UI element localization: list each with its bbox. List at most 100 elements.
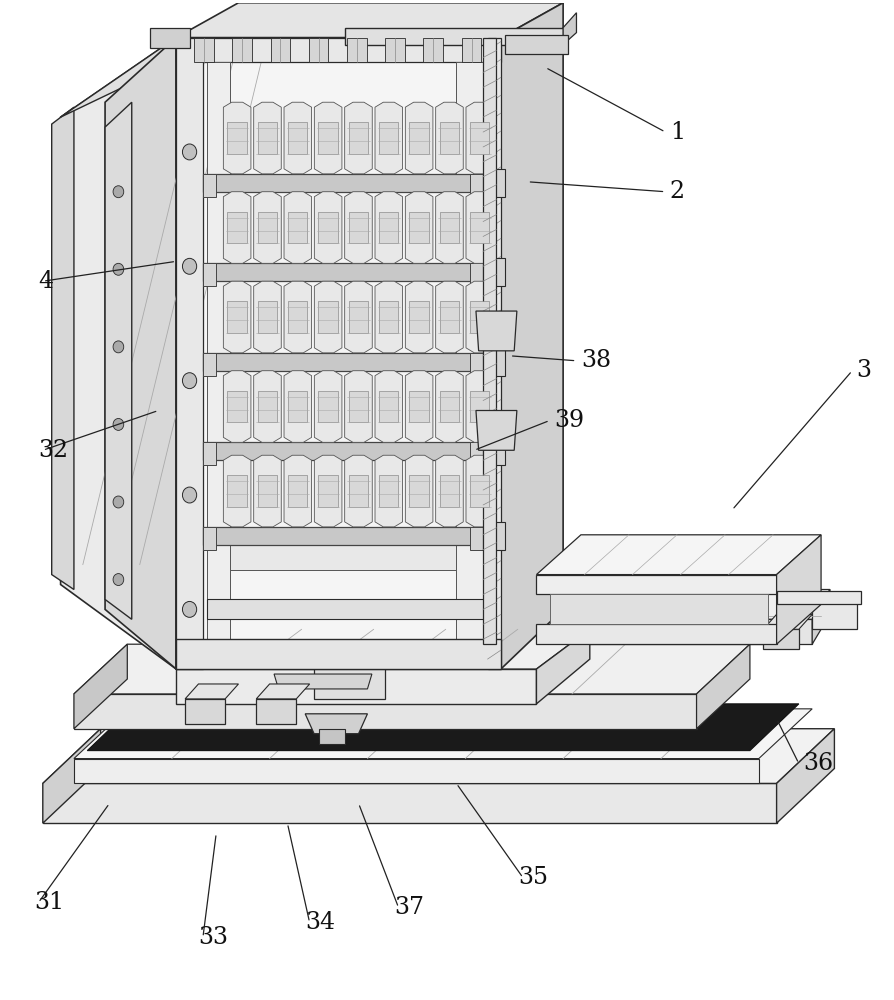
Polygon shape — [283, 192, 311, 263]
Polygon shape — [476, 410, 517, 450]
Text: 4: 4 — [38, 270, 54, 293]
Polygon shape — [227, 301, 247, 333]
Polygon shape — [409, 475, 428, 507]
Polygon shape — [469, 391, 489, 422]
Polygon shape — [270, 38, 290, 62]
Polygon shape — [176, 38, 501, 669]
Text: 39: 39 — [553, 409, 584, 432]
Polygon shape — [469, 174, 483, 197]
Polygon shape — [536, 629, 589, 704]
Polygon shape — [232, 38, 251, 62]
Polygon shape — [203, 353, 483, 371]
Polygon shape — [435, 371, 463, 442]
Polygon shape — [253, 455, 281, 527]
Polygon shape — [405, 102, 433, 174]
Polygon shape — [344, 192, 372, 263]
Polygon shape — [43, 729, 833, 783]
Polygon shape — [308, 38, 328, 62]
Polygon shape — [776, 591, 860, 604]
Polygon shape — [435, 281, 463, 353]
Polygon shape — [288, 391, 308, 422]
Text: 1: 1 — [669, 121, 684, 144]
Polygon shape — [375, 102, 402, 174]
Polygon shape — [344, 371, 372, 442]
Polygon shape — [469, 122, 489, 154]
Polygon shape — [314, 455, 342, 527]
Polygon shape — [43, 729, 100, 823]
Polygon shape — [88, 704, 798, 751]
Text: 34: 34 — [305, 911, 335, 934]
Polygon shape — [314, 281, 342, 353]
Polygon shape — [176, 38, 501, 62]
Polygon shape — [776, 535, 820, 644]
Polygon shape — [43, 783, 776, 823]
Polygon shape — [203, 527, 483, 545]
Circle shape — [113, 341, 123, 353]
Polygon shape — [344, 281, 372, 353]
Polygon shape — [176, 639, 501, 669]
Polygon shape — [379, 301, 398, 333]
Polygon shape — [105, 102, 131, 619]
Polygon shape — [344, 455, 372, 527]
Polygon shape — [61, 5, 238, 117]
Polygon shape — [349, 301, 367, 333]
Text: 33: 33 — [198, 926, 228, 949]
Polygon shape — [435, 192, 463, 263]
Polygon shape — [409, 391, 428, 422]
Polygon shape — [483, 169, 505, 197]
Polygon shape — [483, 348, 505, 376]
Polygon shape — [253, 102, 281, 174]
Circle shape — [113, 496, 123, 508]
Polygon shape — [466, 281, 493, 353]
Text: 2: 2 — [669, 180, 684, 203]
Polygon shape — [483, 258, 505, 286]
Polygon shape — [763, 629, 798, 649]
Polygon shape — [423, 38, 443, 62]
Polygon shape — [469, 442, 483, 465]
Polygon shape — [439, 391, 459, 422]
Polygon shape — [203, 353, 216, 376]
Circle shape — [182, 373, 197, 389]
Polygon shape — [224, 281, 250, 353]
Polygon shape — [483, 38, 496, 644]
Polygon shape — [207, 599, 487, 619]
Circle shape — [113, 418, 123, 430]
Polygon shape — [379, 391, 398, 422]
Polygon shape — [409, 212, 428, 243]
Polygon shape — [536, 535, 820, 575]
Polygon shape — [256, 684, 309, 699]
Polygon shape — [314, 192, 342, 263]
Polygon shape — [536, 575, 776, 594]
Polygon shape — [318, 391, 337, 422]
Polygon shape — [811, 589, 829, 644]
Polygon shape — [469, 527, 483, 550]
Polygon shape — [257, 391, 277, 422]
Polygon shape — [379, 475, 398, 507]
Polygon shape — [314, 102, 342, 174]
Polygon shape — [696, 644, 749, 729]
Polygon shape — [439, 301, 459, 333]
Polygon shape — [439, 122, 459, 154]
Polygon shape — [469, 212, 489, 243]
Polygon shape — [466, 192, 493, 263]
Polygon shape — [435, 102, 463, 174]
Polygon shape — [185, 699, 225, 724]
Polygon shape — [549, 594, 767, 624]
Polygon shape — [256, 699, 296, 724]
Polygon shape — [345, 28, 562, 45]
Polygon shape — [257, 122, 277, 154]
Circle shape — [182, 601, 197, 617]
Polygon shape — [314, 371, 342, 442]
Polygon shape — [505, 35, 567, 54]
Polygon shape — [344, 102, 372, 174]
Polygon shape — [349, 122, 367, 154]
Polygon shape — [283, 281, 311, 353]
Polygon shape — [227, 475, 247, 507]
Polygon shape — [224, 102, 250, 174]
Polygon shape — [409, 122, 428, 154]
Polygon shape — [288, 122, 308, 154]
Text: 37: 37 — [393, 896, 424, 919]
Polygon shape — [74, 759, 758, 783]
Polygon shape — [318, 122, 337, 154]
Polygon shape — [469, 263, 483, 286]
